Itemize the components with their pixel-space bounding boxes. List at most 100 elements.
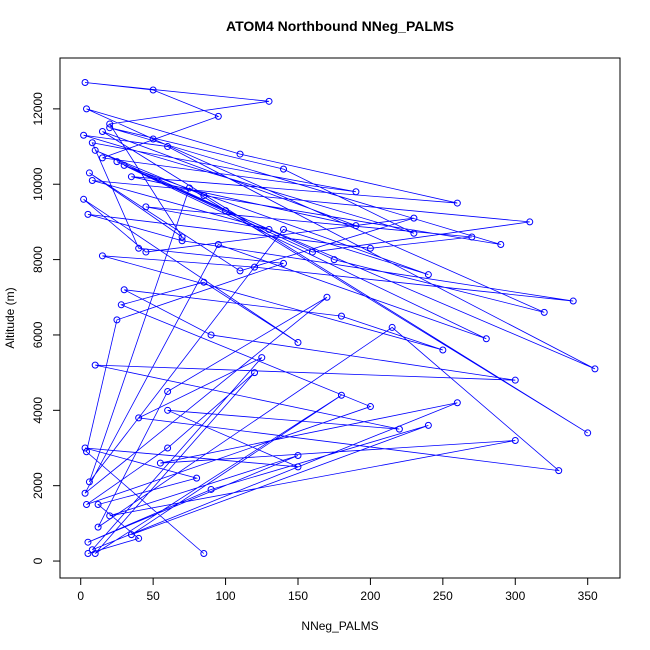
point [569,297,577,305]
point [294,338,302,346]
point [424,421,432,429]
point [120,286,128,294]
point [80,131,88,139]
point [294,452,302,460]
point [81,444,89,452]
point [591,365,599,373]
point [94,501,102,509]
x-tick-label: 50 [146,589,160,603]
point [222,207,230,215]
point [337,312,345,320]
point [106,512,114,520]
point [91,550,99,558]
point [200,278,208,286]
point [497,241,505,249]
y-tick-label: 12000 [31,92,45,126]
x-tick-label: 350 [578,589,598,603]
point [207,485,215,493]
y-tick-label: 2000 [31,472,45,499]
x-tick-label: 250 [433,589,453,603]
point [164,387,172,395]
point [113,316,121,324]
point [193,474,201,482]
point [80,195,88,203]
x-tick-label: 300 [505,589,525,603]
point [135,534,143,542]
point [84,550,92,558]
y-tick-label: 6000 [31,321,45,348]
point [207,331,215,339]
point [424,271,432,279]
point [352,188,360,196]
point [142,248,150,256]
point [135,244,143,252]
point [410,214,418,222]
point [200,192,208,200]
series-line [83,82,596,554]
x-tick-label: 200 [360,589,380,603]
point [156,459,164,467]
point [395,425,403,433]
point [106,124,114,132]
point [127,531,135,539]
point [265,97,273,105]
point [142,203,150,211]
point [85,478,93,486]
point [214,241,222,249]
point [236,150,244,158]
point [81,78,89,86]
point [83,501,91,509]
x-tick-label: 0 [77,589,84,603]
point [135,414,143,422]
point [308,248,316,256]
y-tick-label: 0 [31,557,45,564]
point [113,158,121,166]
point [81,489,89,497]
point [388,323,396,331]
point [540,308,548,316]
point [555,467,563,475]
plot-frame [59,57,621,579]
x-axis-label: NNeg_PALMS [301,619,378,633]
point [323,293,331,301]
point [439,346,447,354]
x-tick-label: 150 [288,589,308,603]
point [178,237,186,245]
point [294,463,302,471]
point [117,301,125,309]
point [251,263,259,271]
x-tick-label: 100 [216,589,236,603]
point [258,354,266,362]
point [91,146,99,154]
point [91,361,99,369]
point [584,429,592,437]
point [280,165,288,173]
point [83,448,91,456]
y-tick-label: 8000 [31,246,45,273]
point [94,523,102,531]
point [200,550,208,558]
point [511,436,519,444]
point [164,444,172,452]
point [280,259,288,267]
point [214,112,222,120]
point [83,105,91,113]
point [236,267,244,275]
point [453,199,461,207]
point [84,538,92,546]
y-tick-label: 10000 [31,167,45,201]
point [526,218,534,226]
point [164,406,172,414]
point [366,403,374,411]
point [482,335,490,343]
point [98,154,106,162]
point [511,376,519,384]
point [149,135,157,143]
point [352,222,360,230]
point [127,173,135,181]
point [106,120,114,128]
point [185,184,193,192]
point [84,210,92,218]
point [88,139,96,147]
